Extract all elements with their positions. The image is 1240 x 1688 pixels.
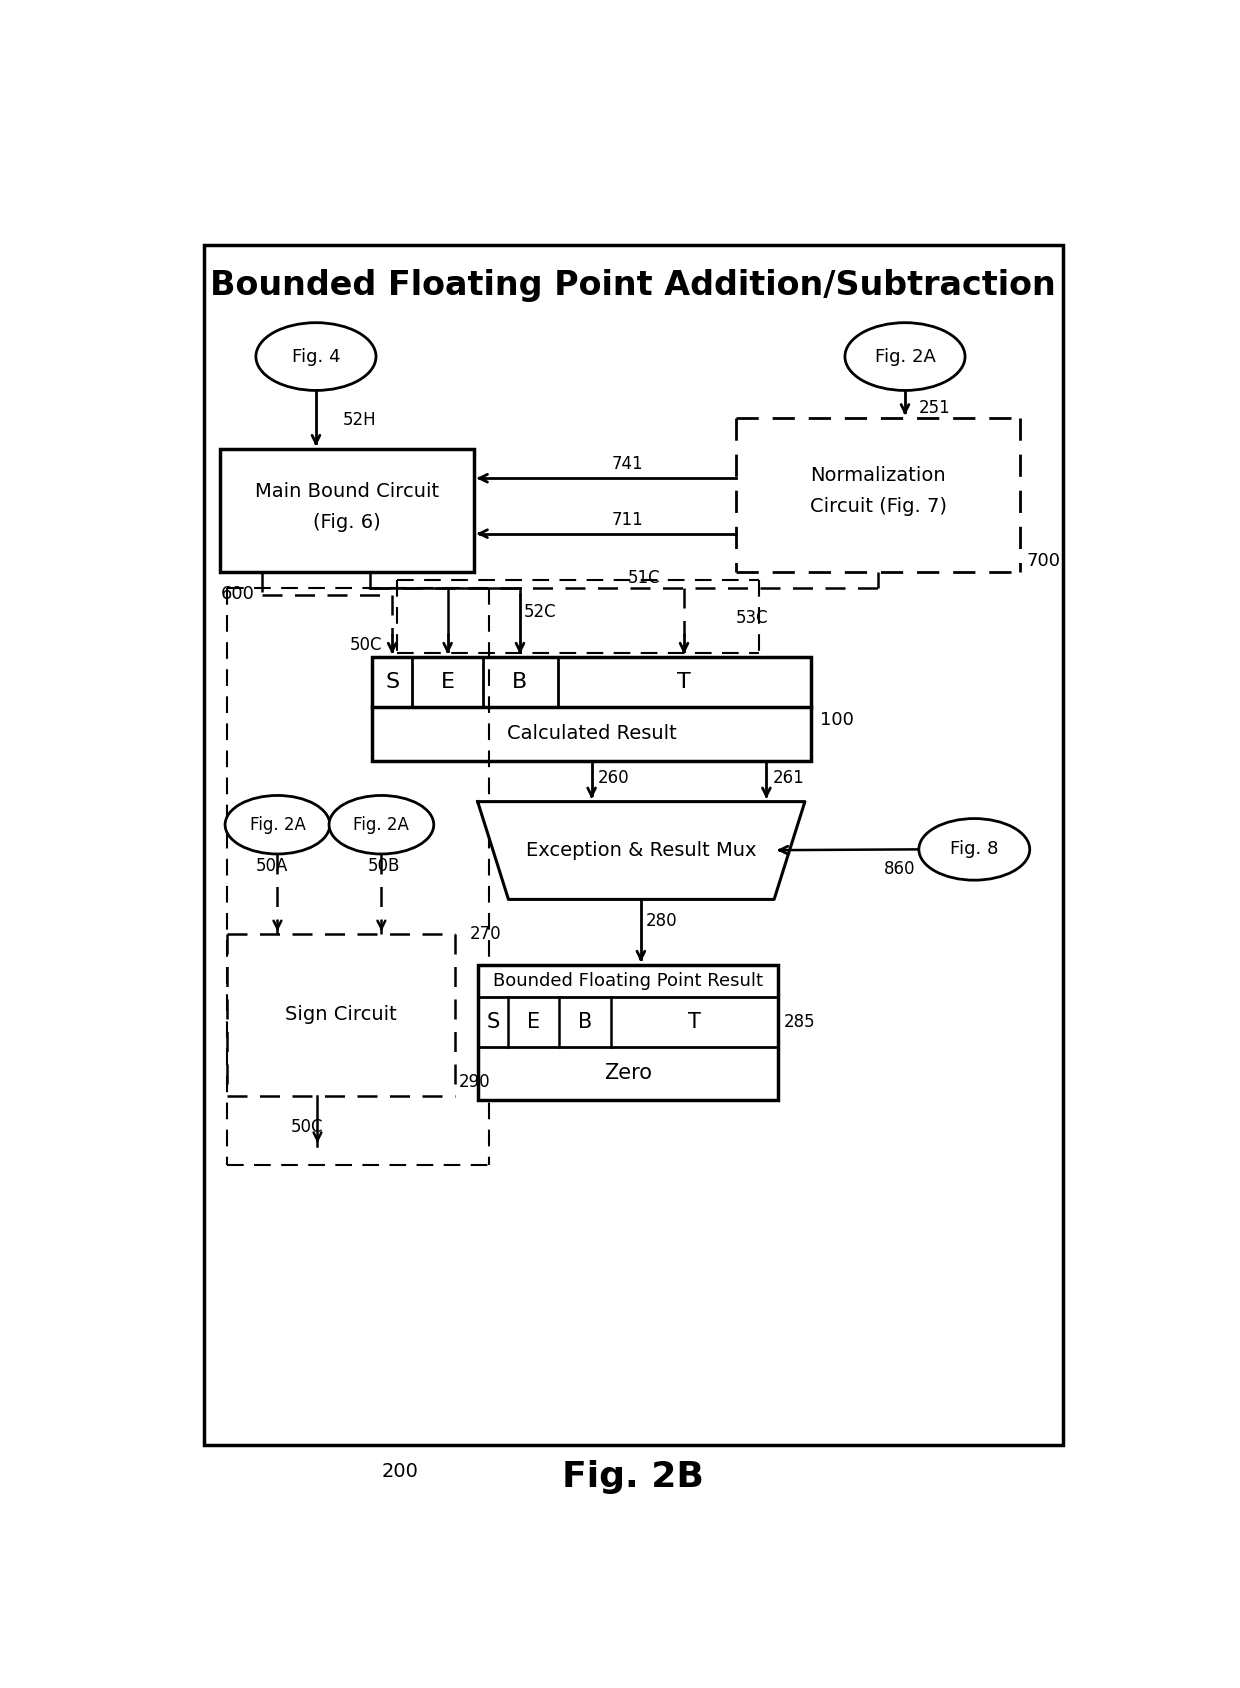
Ellipse shape [255, 322, 376, 390]
Text: T: T [677, 672, 691, 692]
Text: 741: 741 [613, 456, 644, 473]
Text: Fig. 2A: Fig. 2A [353, 815, 409, 834]
Text: 53C: 53C [735, 609, 769, 628]
Text: 50A: 50A [255, 858, 288, 876]
Text: Bounded Floating Point Addition/Subtraction: Bounded Floating Point Addition/Subtract… [211, 268, 1056, 302]
Text: T: T [688, 1011, 701, 1031]
Text: 285: 285 [784, 1013, 816, 1031]
Text: 50B: 50B [367, 858, 401, 876]
Text: (Fig. 6): (Fig. 6) [312, 513, 381, 532]
Text: Circuit (Fig. 7): Circuit (Fig. 7) [810, 498, 946, 517]
Text: 860: 860 [884, 861, 915, 878]
Text: E: E [527, 1011, 539, 1031]
Text: 700: 700 [1027, 552, 1060, 569]
Text: Fig. 2B: Fig. 2B [562, 1460, 704, 1494]
Text: 290: 290 [459, 1074, 490, 1090]
Bar [477, 966, 777, 1099]
Text: Calculated Result: Calculated Result [507, 724, 677, 743]
Bar [227, 587, 490, 1165]
Text: 52H: 52H [343, 410, 377, 429]
Bar [372, 657, 811, 761]
Text: 600: 600 [221, 584, 255, 603]
Ellipse shape [919, 819, 1029, 879]
Text: Bounded Floating Point Result: Bounded Floating Point Result [492, 972, 763, 991]
Bar [227, 933, 455, 1096]
Bar [397, 581, 759, 653]
Text: 51C: 51C [627, 569, 661, 587]
Text: 280: 280 [646, 912, 677, 930]
Text: 52C: 52C [523, 603, 557, 621]
Ellipse shape [844, 322, 965, 390]
Text: B: B [512, 672, 528, 692]
Text: Normalization: Normalization [810, 466, 946, 486]
Text: 50C: 50C [290, 1117, 324, 1136]
Text: Sign Circuit: Sign Circuit [285, 1006, 397, 1025]
Bar [205, 245, 1063, 1445]
Text: S: S [386, 672, 399, 692]
Text: 270: 270 [470, 925, 501, 944]
Text: 711: 711 [611, 511, 644, 528]
Bar [735, 419, 1021, 572]
Text: Fig. 2A: Fig. 2A [249, 815, 305, 834]
Text: Exception & Result Mux: Exception & Result Mux [526, 841, 756, 859]
Text: 50C: 50C [350, 636, 382, 653]
Text: Fig. 4: Fig. 4 [291, 348, 340, 366]
Text: Main Bound Circuit: Main Bound Circuit [254, 481, 439, 501]
Text: E: E [440, 672, 455, 692]
Text: 261: 261 [773, 768, 805, 787]
Polygon shape [477, 802, 805, 900]
Text: Fig. 8: Fig. 8 [950, 841, 998, 859]
Text: Fig. 2A: Fig. 2A [874, 348, 935, 366]
Text: Zero: Zero [604, 1063, 652, 1084]
Text: S: S [486, 1011, 500, 1031]
Ellipse shape [226, 795, 330, 854]
Text: 260: 260 [598, 768, 630, 787]
Bar [219, 449, 474, 572]
Text: 100: 100 [821, 711, 854, 729]
Text: 200: 200 [382, 1462, 418, 1480]
Ellipse shape [329, 795, 434, 854]
Text: B: B [578, 1011, 591, 1031]
Text: 251: 251 [919, 398, 951, 417]
